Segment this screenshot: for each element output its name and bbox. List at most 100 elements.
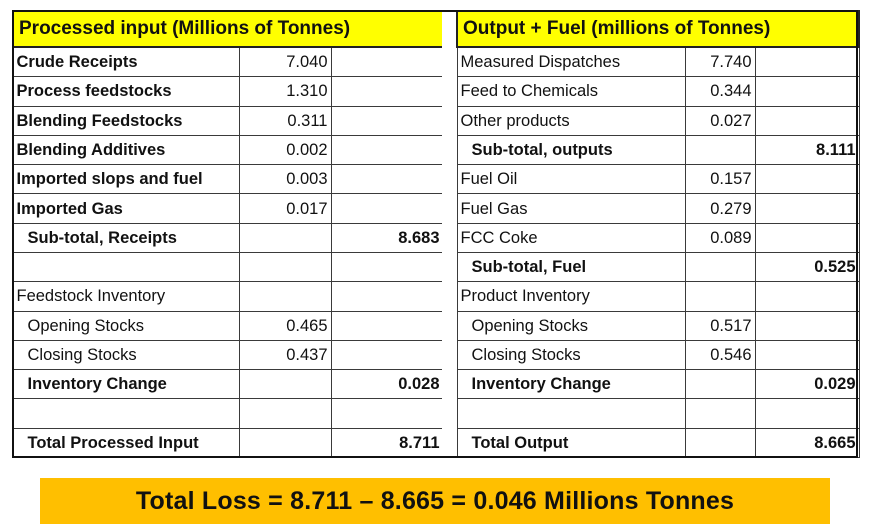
row-label: Opening Stocks	[12, 310, 240, 341]
output-fuel-title: Output + Fuel (millions of Tonnes)	[455, 10, 861, 48]
row-total: 0.525	[754, 251, 860, 283]
row-label: Blending Feedstocks	[12, 105, 240, 136]
row-label: Inventory Change	[12, 369, 240, 400]
row-value	[238, 398, 332, 429]
row-label: Crude Receipts	[12, 46, 240, 78]
row-total: 0.028	[330, 369, 444, 400]
row-total	[330, 398, 444, 429]
row-value	[238, 222, 332, 253]
row-value: 0.157	[684, 164, 756, 195]
table-row-total: Total Processed Input 8.711	[12, 427, 444, 459]
table-row: Crude Receipts 7.040	[12, 46, 444, 78]
row-value	[684, 281, 756, 312]
table-row: Feed to Chemicals 0.344	[456, 76, 860, 107]
table-row-subtotal: Sub-total, Fuel 0.525	[456, 251, 860, 283]
row-total	[330, 164, 444, 195]
output-fuel-table: Output + Fuel (millions of Tonnes) Measu…	[455, 10, 861, 459]
row-value	[684, 134, 756, 166]
row-total	[754, 76, 860, 107]
row-label: Inventory Change	[456, 369, 686, 400]
row-total	[754, 339, 860, 371]
row-value: 0.344	[684, 76, 756, 107]
row-label: Sub-total, outputs	[456, 134, 686, 166]
row-total: 8.665	[754, 427, 860, 459]
row-total	[330, 251, 444, 283]
row-value: 0.027	[684, 105, 756, 136]
total-loss-banner: Total Loss = 8.711 – 8.665 = 0.046 Milli…	[40, 478, 830, 524]
row-label: Closing Stocks	[456, 339, 686, 371]
row-value: 0.465	[238, 310, 332, 341]
table-row-section: Feedstock Inventory	[12, 281, 444, 312]
table-row: Fuel Gas 0.279	[456, 193, 860, 224]
row-total	[754, 193, 860, 224]
row-value	[238, 251, 332, 283]
row-label: Feed to Chemicals	[456, 76, 686, 107]
table-row: Process feedstocks 1.310	[12, 76, 444, 107]
processed-input-table: Processed input (Millions of Tonnes) Cru…	[12, 10, 444, 459]
row-total	[754, 46, 860, 78]
row-value: 0.003	[238, 164, 332, 195]
row-value	[684, 427, 756, 459]
row-label: Other products	[456, 105, 686, 136]
row-total	[754, 281, 860, 312]
row-total: 8.683	[330, 222, 444, 253]
table-row-section: Product Inventory	[456, 281, 860, 312]
row-label	[12, 251, 240, 283]
table-row: Closing Stocks 0.546	[456, 339, 860, 371]
row-label	[12, 398, 240, 429]
row-label: Opening Stocks	[456, 310, 686, 341]
row-total	[754, 398, 860, 429]
row-label: Fuel Oil	[456, 164, 686, 195]
row-label: Process feedstocks	[12, 76, 240, 107]
table-row-subtotal: Sub-total, outputs 8.111	[456, 134, 860, 166]
table-row-empty	[12, 398, 444, 429]
table-row: Imported slops and fuel 0.003	[12, 164, 444, 195]
row-total: 0.029	[754, 369, 860, 400]
row-total: 8.111	[754, 134, 860, 166]
row-value: 0.546	[684, 339, 756, 371]
row-label: FCC Coke	[456, 222, 686, 253]
total-loss-text: Total Loss = 8.711 – 8.665 = 0.046 Milli…	[135, 486, 735, 515]
row-label: Closing Stocks	[12, 339, 240, 371]
table-row-subtotal: Inventory Change 0.028	[12, 369, 444, 400]
row-label: Blending Additives	[12, 134, 240, 166]
table-row: Fuel Oil 0.157	[456, 164, 860, 195]
row-label: Sub-total, Fuel	[456, 251, 686, 283]
row-total	[754, 222, 860, 253]
row-total	[330, 134, 444, 166]
table-row-subtotal: Sub-total, Receipts 8.683	[12, 222, 444, 253]
row-label: Total Processed Input	[12, 427, 240, 459]
table-row-empty	[12, 251, 444, 283]
row-total	[330, 105, 444, 136]
row-label: Imported slops and fuel	[12, 164, 240, 195]
row-value: 0.517	[684, 310, 756, 341]
row-total	[754, 310, 860, 341]
row-label: Measured Dispatches	[456, 46, 686, 78]
row-value	[238, 281, 332, 312]
table-row: Blending Feedstocks 0.311	[12, 105, 444, 136]
table-row: Closing Stocks 0.437	[12, 339, 444, 371]
table-row: FCC Coke 0.089	[456, 222, 860, 253]
row-total	[330, 339, 444, 371]
row-value	[684, 369, 756, 400]
row-value: 7.740	[684, 46, 756, 78]
row-value	[238, 369, 332, 400]
row-value: 7.040	[238, 46, 332, 78]
table-separator	[442, 10, 456, 458]
row-total	[754, 105, 860, 136]
processed-input-title: Processed input (Millions of Tonnes)	[12, 10, 444, 48]
row-label: Sub-total, Receipts	[12, 222, 240, 253]
row-value: 0.311	[238, 105, 332, 136]
row-total	[330, 281, 444, 312]
table-row: Imported Gas 0.017	[12, 193, 444, 224]
table-row-subtotal: Inventory Change 0.029	[456, 369, 860, 400]
row-total	[754, 164, 860, 195]
row-value: 0.089	[684, 222, 756, 253]
row-value: 0.437	[238, 339, 332, 371]
row-label	[456, 398, 686, 429]
row-value: 0.279	[684, 193, 756, 224]
table-row: Opening Stocks 0.517	[456, 310, 860, 341]
table-row-empty	[456, 398, 860, 429]
row-total: 8.711	[330, 427, 444, 459]
table-row: Blending Additives 0.002	[12, 134, 444, 166]
